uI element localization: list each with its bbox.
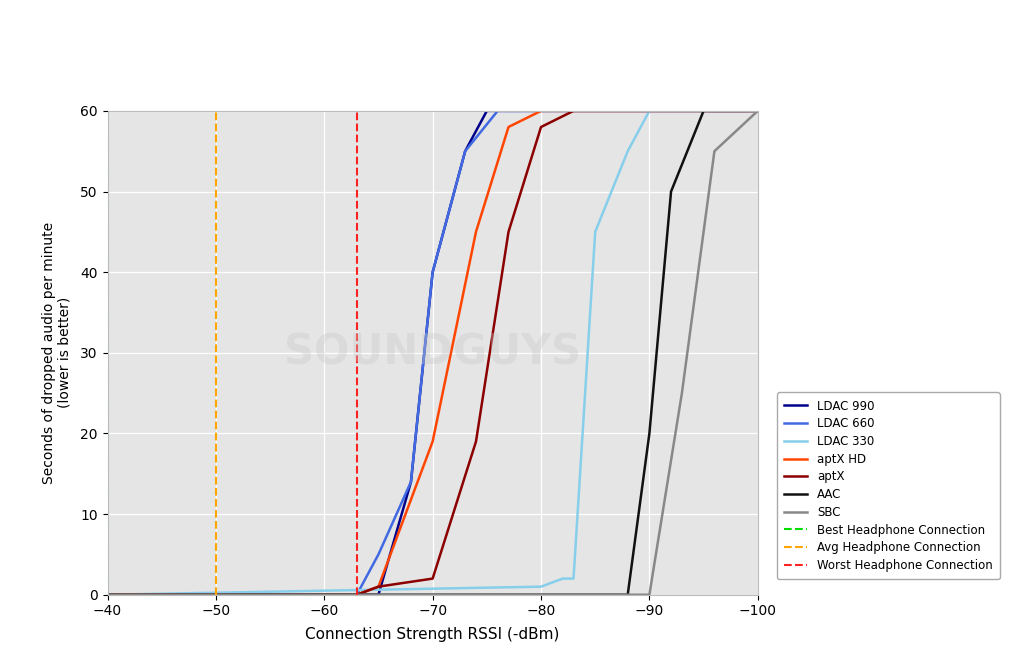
AAC (101, 591, 114, 599)
aptX HD (622, 107, 634, 115)
LDAC 660 (426, 268, 438, 276)
Line: AAC: AAC (108, 111, 758, 595)
Legend: LDAC 990, LDAC 660, LDAC 330, aptX HD, aptX, AAC, SBC, Best Headphone Connection: LDAC 990, LDAC 660, LDAC 330, aptX HD, a… (776, 392, 999, 579)
LDAC 330 (622, 147, 634, 155)
aptX HD (535, 107, 547, 115)
SBC (643, 591, 655, 599)
LDAC 990 (535, 107, 547, 115)
LDAC 330 (567, 575, 580, 583)
SBC (752, 107, 764, 115)
aptX (350, 591, 362, 599)
aptX (101, 591, 114, 599)
Text: Bluetooth Codec Connection Quality: Bluetooth Codec Connection Quality (229, 32, 795, 59)
Line: LDAC 660: LDAC 660 (108, 111, 758, 595)
LDAC 660 (459, 147, 471, 155)
SBC (676, 389, 688, 397)
Worst Headphone Connection (350, 583, 362, 591)
Text: SOUNDGUYS: SOUNDGUYS (284, 332, 582, 374)
Best Headphone Connection (101, 583, 114, 591)
LDAC 660 (101, 591, 114, 599)
LDAC 660 (373, 550, 385, 558)
Line: LDAC 330: LDAC 330 (108, 111, 758, 595)
aptX HD (503, 123, 515, 131)
LDAC 990 (480, 107, 493, 115)
aptX HD (567, 107, 580, 115)
aptX (503, 228, 515, 236)
LDAC 990 (350, 591, 362, 599)
LDAC 660 (752, 107, 764, 115)
LDAC 330 (101, 591, 114, 599)
LDAC 330 (535, 583, 547, 591)
aptX HD (643, 107, 655, 115)
LDAC 660 (492, 107, 504, 115)
Best Headphone Connection (101, 591, 114, 599)
aptX HD (101, 591, 114, 599)
LDAC 990 (404, 478, 417, 486)
LDAC 330 (589, 228, 601, 236)
aptX HD (373, 583, 385, 591)
AAC (697, 107, 710, 115)
LDAC 330 (752, 107, 764, 115)
LDAC 990 (752, 107, 764, 115)
Line: aptX HD: aptX HD (108, 111, 758, 595)
LDAC 660 (535, 107, 547, 115)
Line: aptX: aptX (108, 111, 758, 595)
Worst Headphone Connection (350, 591, 362, 599)
LDAC 660 (350, 591, 362, 599)
LDAC 990 (426, 268, 438, 276)
LDAC 660 (404, 478, 417, 486)
Line: LDAC 990: LDAC 990 (108, 111, 758, 595)
LDAC 990 (101, 591, 114, 599)
aptX (567, 107, 580, 115)
aptX (643, 107, 655, 115)
aptX (470, 437, 482, 446)
SBC (709, 147, 721, 155)
LDAC 990 (459, 147, 471, 155)
aptX (622, 107, 634, 115)
SBC (101, 591, 114, 599)
aptX (426, 575, 438, 583)
AAC (643, 429, 655, 437)
Line: SBC: SBC (108, 111, 758, 595)
aptX HD (589, 107, 601, 115)
aptX HD (426, 437, 438, 446)
aptX (535, 123, 547, 131)
aptX HD (470, 228, 482, 236)
X-axis label: Connection Strength RSSI (-dBm): Connection Strength RSSI (-dBm) (305, 627, 560, 642)
AAC (622, 591, 634, 599)
AAC (752, 107, 764, 115)
aptX HD (752, 107, 764, 115)
Avg Headphone Connection (210, 583, 222, 591)
LDAC 330 (643, 107, 655, 115)
aptX (373, 583, 385, 591)
AAC (665, 187, 677, 196)
aptX (589, 107, 601, 115)
Avg Headphone Connection (210, 591, 222, 599)
Y-axis label: Seconds of dropped audio per minute
(lower is better): Seconds of dropped audio per minute (low… (42, 222, 72, 484)
aptX (752, 107, 764, 115)
aptX HD (350, 591, 362, 599)
LDAC 330 (557, 575, 569, 583)
LDAC 990 (373, 591, 385, 599)
